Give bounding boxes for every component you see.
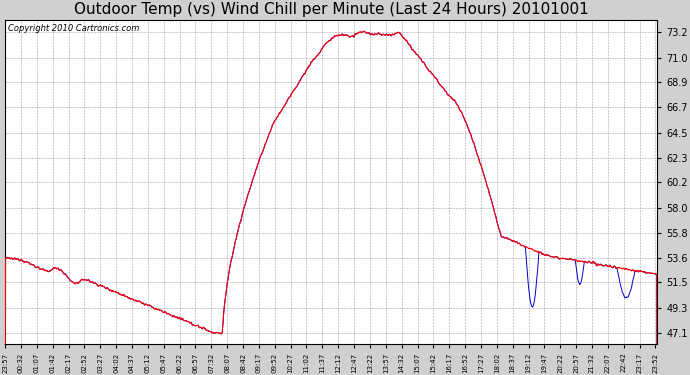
Title: Outdoor Temp (vs) Wind Chill per Minute (Last 24 Hours) 20101001: Outdoor Temp (vs) Wind Chill per Minute … xyxy=(74,2,589,17)
Text: Copyright 2010 Cartronics.com: Copyright 2010 Cartronics.com xyxy=(8,24,139,33)
